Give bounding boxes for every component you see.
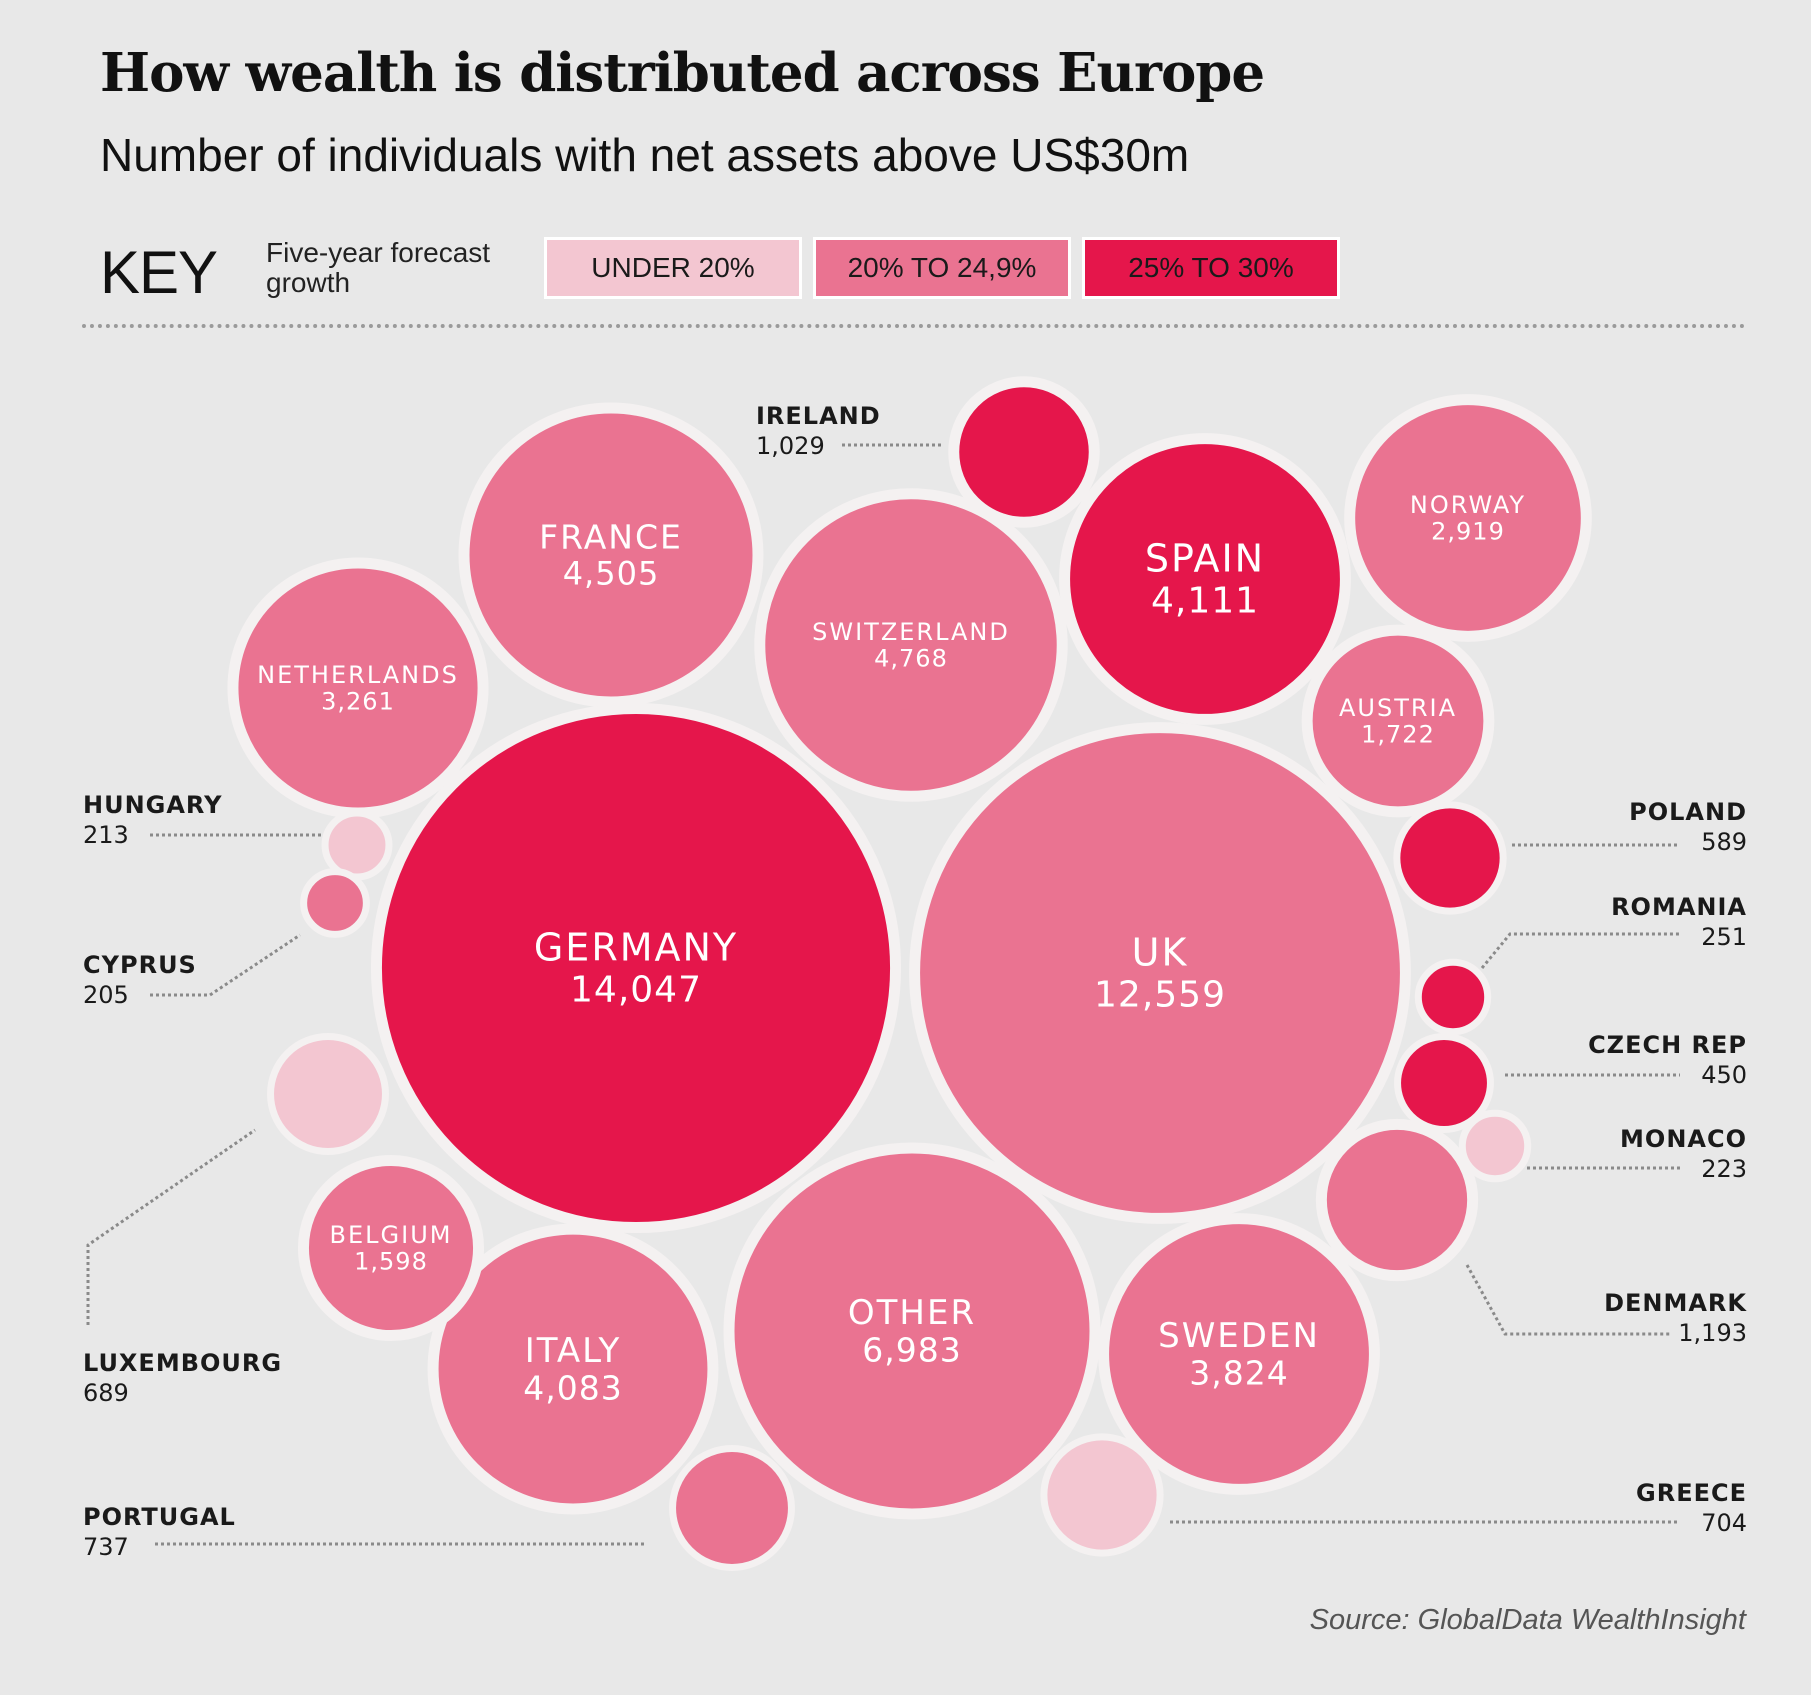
label-greece: GREECE — [1636, 1479, 1747, 1507]
label-hungary: HUNGARY — [83, 791, 222, 819]
bubble-label-austria: AUSTRIA — [1339, 694, 1457, 722]
bubble-value-france: 4,505 — [563, 554, 660, 592]
label-cyprus: CYPRUS — [83, 951, 197, 979]
bubble-greece — [1040, 1433, 1164, 1557]
bubble-germany — [370, 702, 902, 1234]
bubble-value-uk: 12,559 — [1094, 975, 1226, 1016]
label-poland: POLAND — [1629, 798, 1747, 826]
bubble-label-norway: NORWAY — [1410, 491, 1526, 519]
bubble-value-belgium: 1,598 — [354, 1248, 428, 1276]
bubble-label-belgium: BELGIUM — [330, 1221, 453, 1249]
bubble-label-sweden: SWEDEN — [1158, 1316, 1320, 1356]
bubble-hungary — [321, 809, 393, 881]
bubble-italy — [427, 1223, 719, 1515]
bubble-poland — [1393, 801, 1507, 915]
divider-line — [82, 324, 1746, 328]
bubble-label-france: FRANCE — [539, 517, 683, 556]
bubble-france — [458, 402, 764, 708]
bubble-monaco — [1458, 1109, 1532, 1183]
chart-subtitle: Number of individuals with net assets ab… — [100, 129, 1190, 181]
bubble-switzerland — [754, 488, 1068, 802]
bubble-norway — [1344, 394, 1592, 642]
bubble-cyprus — [300, 868, 370, 938]
label-portugal: PORTUGAL — [83, 1503, 236, 1531]
bubble-label-uk: UK — [1132, 930, 1189, 974]
value-hungary: 213 — [83, 821, 129, 849]
bubble-label-spain: SPAIN — [1145, 536, 1265, 580]
value-denmark: 1,193 — [1678, 1319, 1747, 1347]
bubble-luxembourg — [267, 1033, 389, 1155]
value-portugal: 737 — [83, 1533, 129, 1561]
bubble-czech-rep — [1394, 1033, 1494, 1133]
key-heading: KEY — [100, 239, 218, 306]
bubble-portugal — [669, 1445, 795, 1571]
bubble-value-sweden: 3,824 — [1189, 1353, 1288, 1392]
value-romania: 251 — [1701, 923, 1747, 951]
label-czech-rep: CZECH REP — [1588, 1031, 1747, 1059]
bubble-ireland — [948, 376, 1100, 528]
bubble-label-switzerland: SWITZERLAND — [812, 618, 1010, 646]
bubble-romania — [1414, 958, 1492, 1036]
bubble-value-germany: 14,047 — [570, 970, 702, 1011]
bubble-value-spain: 4,111 — [1151, 581, 1259, 622]
bubble-other — [723, 1142, 1101, 1520]
source-note: Source: GlobalData WealthInsight — [1309, 1604, 1746, 1636]
bubble-value-netherlands: 3,261 — [321, 688, 395, 716]
value-monaco: 223 — [1701, 1155, 1747, 1183]
label-denmark: DENMARK — [1604, 1289, 1747, 1317]
value-poland: 589 — [1701, 828, 1747, 856]
value-luxembourg: 689 — [83, 1379, 129, 1407]
bubble-austria — [1301, 624, 1495, 818]
bubble-label-other: OTHER — [848, 1293, 976, 1333]
value-greece: 704 — [1701, 1509, 1747, 1537]
bubble-value-switzerland: 4,768 — [874, 645, 948, 673]
bubble-label-germany: GERMANY — [534, 925, 738, 969]
leader-line-luxembourg — [86, 1128, 256, 1325]
leader-line-denmark — [1465, 1264, 1670, 1336]
bubble-value-austria: 1,722 — [1361, 721, 1435, 749]
label-monaco: MONACO — [1620, 1125, 1747, 1153]
value-ireland: 1,029 — [756, 432, 825, 460]
bubble-spain — [1059, 433, 1351, 725]
legend-item-25-to-30: 25% TO 30% — [1082, 237, 1340, 299]
label-luxembourg: LUXEMBOURG — [83, 1349, 282, 1377]
bubble-denmark — [1315, 1118, 1479, 1282]
bubble-value-other: 6,983 — [862, 1330, 961, 1369]
bubble-label-italy: ITALY — [525, 1331, 622, 1371]
label-romania: ROMANIA — [1611, 893, 1747, 921]
bubble-value-italy: 4,083 — [523, 1368, 622, 1407]
leader-line-cyprus — [150, 933, 301, 997]
key-description: Five-year forecast growth — [266, 237, 491, 298]
legend-item-under-20: UNDER 20% — [544, 237, 802, 299]
bubble-label-netherlands: NETHERLANDS — [257, 661, 459, 689]
label-ireland: IRELAND — [756, 402, 881, 430]
leader-line-romania — [1480, 932, 1680, 969]
value-cyprus: 205 — [83, 981, 129, 1009]
bubble-value-norway: 2,919 — [1431, 518, 1505, 546]
chart-title: How wealth is distributed across Europe — [100, 42, 1265, 104]
bubble-sweden — [1098, 1213, 1380, 1495]
bubble-belgium — [297, 1154, 485, 1342]
value-czech-rep: 450 — [1701, 1061, 1747, 1089]
bubble-uk — [909, 722, 1411, 1224]
legend-item-20-to-24-9: 20% TO 24,9% — [813, 237, 1071, 299]
